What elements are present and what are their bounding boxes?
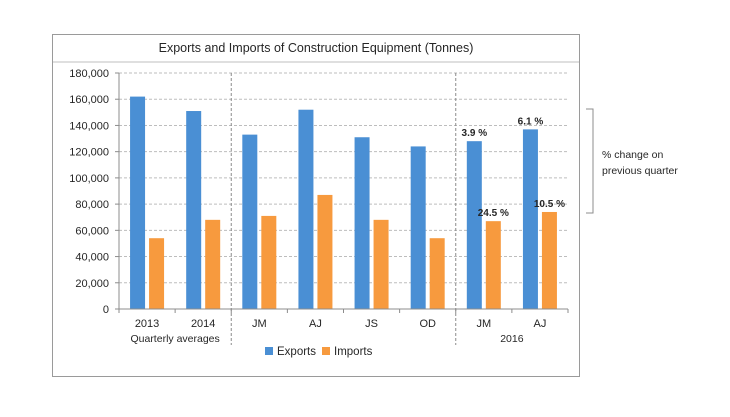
x-tick-label: JS <box>365 318 378 330</box>
x-tick-label: AJ <box>534 318 547 330</box>
legend-label-exports: Exports <box>277 346 316 358</box>
legend-label-imports: Imports <box>334 346 373 358</box>
x-tick-label: 2013 <box>135 318 159 330</box>
data-label: 3.9 % <box>462 128 488 139</box>
chart-title: Exports and Imports of Construction Equi… <box>159 41 474 55</box>
bar-exports <box>466 141 482 309</box>
bar-exports <box>298 109 314 309</box>
legend-swatch-exports <box>265 347 273 355</box>
y-tick-label: 100,000 <box>69 173 109 185</box>
x-tick-label: JM <box>252 318 267 330</box>
legend-swatch-imports <box>322 347 330 355</box>
y-tick-label: 180,000 <box>69 68 109 80</box>
y-tick-label: 120,000 <box>69 147 109 159</box>
bar-imports <box>429 238 445 309</box>
bar-imports <box>541 211 557 309</box>
bar-exports <box>242 134 258 309</box>
bar-exports <box>186 111 202 310</box>
y-tick-label: 80,000 <box>75 199 109 211</box>
legend: Exports Imports <box>265 346 373 358</box>
data-label: 6.1 % <box>518 116 544 127</box>
side-annotation-text: % change on <box>602 149 663 161</box>
y-tick-label: 140,000 <box>69 120 109 132</box>
x-tick-label: OD <box>419 318 436 330</box>
x-tick-label: JM <box>476 318 491 330</box>
bar-exports <box>130 96 146 309</box>
y-tick-label: 20,000 <box>75 278 109 290</box>
y-tick-label: 40,000 <box>75 252 109 264</box>
side-bracket <box>586 108 594 214</box>
bar-exports <box>354 137 370 309</box>
x-tick-label: AJ <box>309 318 322 330</box>
bar-imports <box>317 194 333 309</box>
data-labels: 3.9 % 6.1 % 24.5 % 10.5 % <box>462 116 566 219</box>
side-annotation: % change on previous quarter <box>586 108 678 214</box>
bars <box>130 96 557 310</box>
side-annotation-text: previous quarter <box>602 165 678 177</box>
data-label: 24.5 % <box>478 208 509 219</box>
bar-imports <box>261 215 277 309</box>
group-label: 2016 <box>500 333 524 345</box>
group-separators <box>230 73 457 345</box>
y-tick-label: 160,000 <box>69 94 109 106</box>
group-label: Quarterly averages <box>130 333 219 345</box>
x-tick-label: 2014 <box>191 318 215 330</box>
bar-imports <box>485 221 501 309</box>
axes: 0 20,000 40,000 60,000 80,000 100,000 120,000 1… <box>69 68 569 345</box>
bar-exports <box>522 129 538 309</box>
y-tick-label: 0 <box>103 304 109 316</box>
bar-exports <box>410 146 426 309</box>
y-tick-label: 60,000 <box>75 225 109 237</box>
data-label: 10.5 % <box>534 199 565 210</box>
bar-imports <box>149 238 165 309</box>
bar-imports <box>205 219 221 309</box>
bar-imports <box>373 219 389 309</box>
